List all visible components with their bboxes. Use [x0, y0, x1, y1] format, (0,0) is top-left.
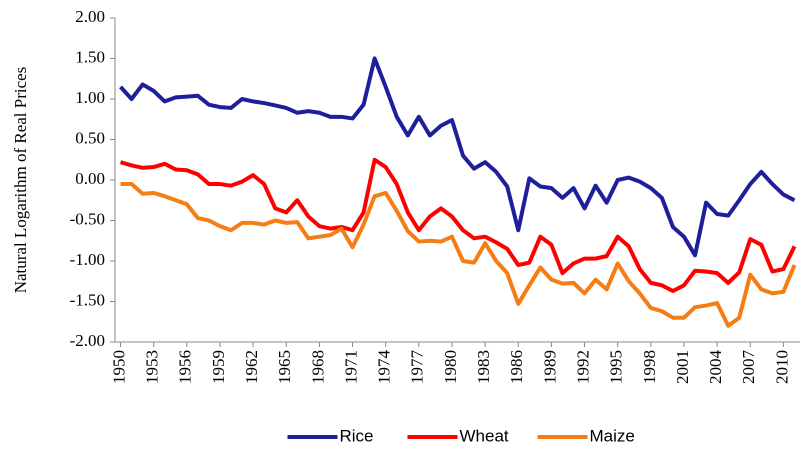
- x-tick-label: 1950: [109, 350, 128, 384]
- y-tick-label: 1.50: [75, 47, 105, 66]
- y-tick-label: 2.00: [75, 7, 105, 26]
- series-line: [119, 157, 797, 293]
- x-tick-label: 1965: [275, 350, 294, 384]
- x-tick-label: 1995: [607, 350, 626, 384]
- x-tick-label: 1971: [341, 350, 360, 384]
- y-tick-label: 0.00: [75, 169, 105, 188]
- x-tick-label: 1968: [308, 350, 327, 384]
- y-tick-label: -1.00: [70, 250, 105, 269]
- x-tick-label: 1980: [441, 350, 460, 384]
- x-tick-label: 1959: [209, 350, 228, 384]
- legend-label: Wheat: [460, 426, 509, 445]
- x-tick-label: 1956: [176, 350, 195, 384]
- x-tick-label: 1962: [242, 350, 261, 384]
- x-tick-label: 1992: [573, 350, 592, 384]
- y-tick-label: -1.50: [70, 290, 105, 309]
- legend-label: Maize: [590, 426, 635, 445]
- x-tick-label: 1986: [507, 350, 526, 384]
- x-tick-label: 1998: [640, 350, 659, 384]
- x-tick-label: 1977: [408, 350, 427, 385]
- series-line: [120, 182, 797, 328]
- x-tick-label: 2007: [739, 350, 758, 385]
- y-tick-label: 0.50: [75, 128, 105, 147]
- x-tick-label: 2010: [772, 350, 791, 384]
- y-tick-label: -2.00: [70, 331, 105, 350]
- x-tick-label: 2004: [706, 350, 725, 385]
- x-tick-label: 1953: [143, 350, 162, 384]
- x-tick-label: 2001: [673, 350, 692, 384]
- x-tick-label: 1983: [474, 350, 493, 384]
- x-tick-label: 1989: [540, 350, 559, 384]
- y-tick-label: -0.50: [70, 209, 105, 228]
- x-tick-label: 1974: [375, 350, 394, 385]
- y-tick-label: 1.00: [75, 88, 105, 107]
- series-line: [119, 56, 796, 258]
- legend-label: Rice: [340, 426, 374, 445]
- y-axis-title: Natural Logarithm of Real Prices: [11, 67, 30, 294]
